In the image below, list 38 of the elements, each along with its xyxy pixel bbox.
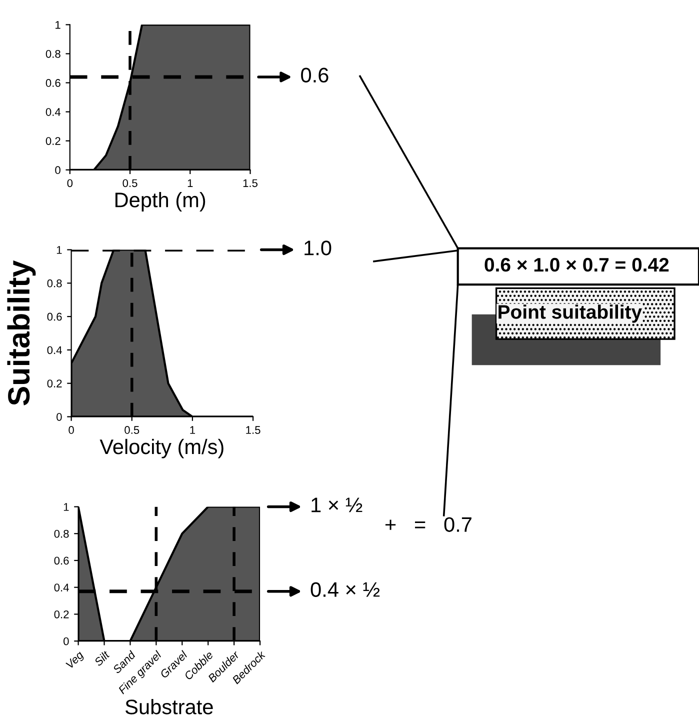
y-tick-label: 0 bbox=[64, 637, 69, 646]
y-tick-label: 1 bbox=[64, 503, 69, 511]
y-tick-label: 1 bbox=[56, 21, 60, 29]
annotation: 1 × ½ bbox=[312, 498, 362, 512]
y-tick-label: 0 bbox=[55, 166, 60, 174]
y-tick-label: 0.2 bbox=[46, 137, 60, 145]
y-tick-label: 0.2 bbox=[54, 610, 69, 618]
x-tick-label: Veg bbox=[66, 650, 86, 670]
text: 0.6 × 1.0 × 0.7 = 0.42 bbox=[484, 258, 669, 272]
y-tick-label: 0.8 bbox=[54, 530, 69, 538]
y-tick-label: 0.4 bbox=[54, 584, 69, 592]
x-tick-label: Silt bbox=[94, 650, 110, 667]
x-axis-title: Velocity (m/s) bbox=[100, 438, 224, 458]
y-axis-title: Suitability bbox=[7, 260, 36, 406]
y-tick-label: 0.4 bbox=[46, 108, 61, 116]
x-axis-title: Depth (m) bbox=[115, 192, 206, 212]
y-tick-label: 0.6 bbox=[54, 556, 69, 565]
annotation: 0.6 bbox=[301, 68, 328, 83]
x-tick-label: 1.5 bbox=[243, 179, 258, 188]
y-tick-label: 0.8 bbox=[47, 279, 62, 288]
y-tick-label: 1 bbox=[56, 246, 62, 254]
text: + = 0.7 bbox=[385, 517, 472, 532]
y-tick-label: 0.6 bbox=[47, 312, 62, 321]
y-tick-label: 0.6 bbox=[46, 79, 60, 87]
y-tick-label: 0 bbox=[56, 412, 62, 421]
annotation: 0.4 × ½ bbox=[310, 582, 380, 597]
y-tick-label: 0.2 bbox=[47, 380, 62, 388]
x-tick-label: 1 bbox=[188, 179, 193, 187]
text: Point suitability bbox=[498, 304, 642, 323]
y-tick-label: 0.8 bbox=[46, 50, 60, 58]
y-tick-label: 0.4 bbox=[47, 346, 62, 354]
x-tick-label: 1.5 bbox=[246, 426, 260, 434]
x-tick-label: 0.5 bbox=[124, 426, 140, 434]
annotation: 1.0 bbox=[304, 240, 332, 256]
x-axis-title: Substrate bbox=[126, 699, 213, 714]
x-tick-label: 1 bbox=[190, 426, 196, 434]
x-tick-label: 0.5 bbox=[122, 179, 138, 188]
x-tick-label: 0 bbox=[68, 426, 74, 434]
